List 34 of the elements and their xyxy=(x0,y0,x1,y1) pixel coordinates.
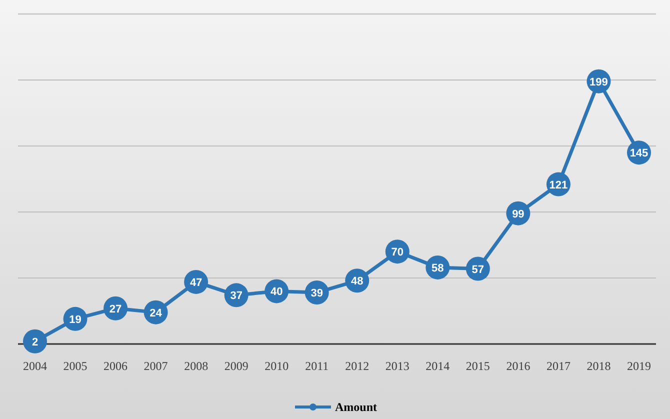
x-tick-label: 2015 xyxy=(466,359,490,373)
data-label: 24 xyxy=(150,307,163,320)
data-label: 39 xyxy=(310,288,323,300)
x-tick-label: 2017 xyxy=(546,359,570,373)
data-label: 48 xyxy=(351,276,364,288)
x-tick-label: 2018 xyxy=(586,359,611,373)
x-tick-label: 2016 xyxy=(506,359,530,373)
x-tick-label: 2010 xyxy=(264,359,289,373)
data-label: 27 xyxy=(109,303,122,316)
data-label: 199 xyxy=(590,76,608,88)
x-tick-label: 2005 xyxy=(63,359,88,373)
point xyxy=(23,329,47,354)
x-tick-label: 2012 xyxy=(345,359,370,373)
data-label: 40 xyxy=(270,286,283,298)
x-tick-label: 2019 xyxy=(627,359,651,373)
data-label: 57 xyxy=(472,264,484,276)
legend-label: Amount xyxy=(335,400,378,414)
data-label: 37 xyxy=(230,290,242,302)
data-label: 99 xyxy=(512,208,524,220)
data-label: 19 xyxy=(69,314,82,326)
x-tick-label: 2009 xyxy=(224,359,248,373)
data-label: 145 xyxy=(630,148,648,160)
x-tick-label: 2013 xyxy=(385,359,410,373)
data-label: 2 xyxy=(32,336,38,348)
x-tick-label: 2007 xyxy=(144,359,168,373)
x-tick-label: 2011 xyxy=(305,359,329,373)
x-tick-label: 2006 xyxy=(104,359,128,373)
data-label: 47 xyxy=(190,276,202,289)
data-label: 121 xyxy=(549,179,568,192)
x-tick-label: 2014 xyxy=(426,359,450,373)
data-label: 58 xyxy=(432,262,444,274)
data-label: 70 xyxy=(391,246,404,259)
x-tick-label: 2004 xyxy=(23,359,47,373)
x-tick-label: 2008 xyxy=(184,359,208,373)
